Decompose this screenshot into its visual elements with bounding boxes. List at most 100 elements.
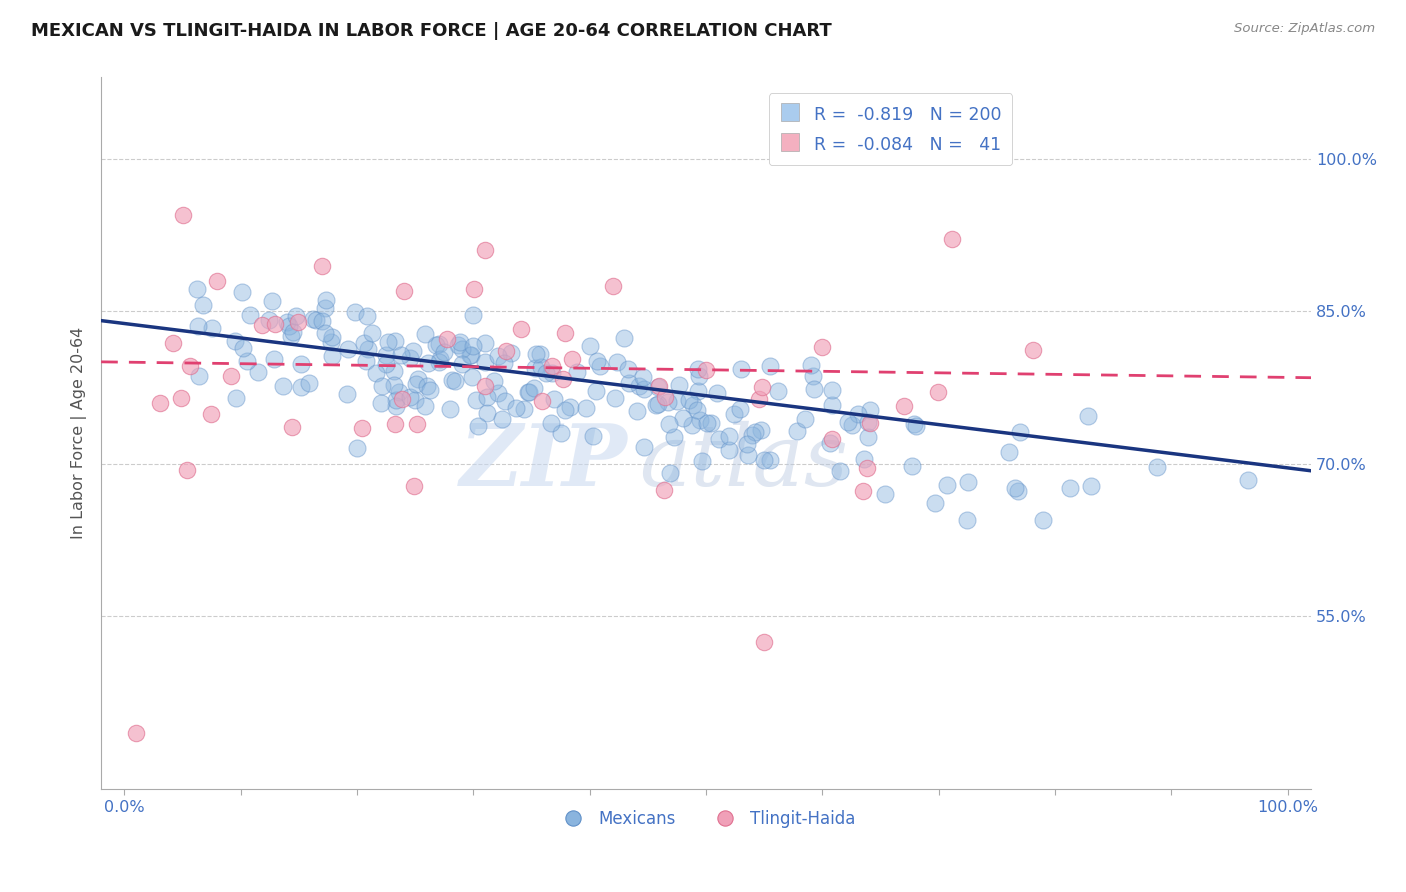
Point: [686, 403, 709, 417]
Point: [427, 336, 450, 351]
Point: [644, 398, 666, 412]
Point: [391, 392, 413, 406]
Point: [239, 308, 262, 322]
Point: [357, 342, 380, 356]
Point: [617, 362, 640, 376]
Point: [346, 441, 368, 455]
Point: [405, 376, 427, 391]
Point: [172, 208, 194, 222]
Point: [290, 357, 312, 371]
Point: [665, 393, 688, 408]
Point: [475, 390, 498, 404]
Y-axis label: In Labor Force | Age 20-64: In Labor Force | Age 20-64: [72, 327, 87, 540]
Point: [786, 424, 808, 438]
Point: [439, 402, 461, 417]
Point: [846, 407, 869, 421]
Point: [499, 346, 522, 360]
Point: [730, 362, 752, 376]
Point: [901, 459, 924, 474]
Point: [956, 475, 979, 489]
Point: [336, 387, 359, 401]
Point: [451, 342, 474, 356]
Point: [905, 419, 928, 434]
Point: [657, 395, 679, 409]
Point: [425, 338, 447, 352]
Point: [588, 359, 610, 374]
Point: [263, 351, 285, 366]
Point: [460, 370, 482, 384]
Point: [162, 335, 184, 350]
Point: [529, 346, 551, 360]
Point: [399, 351, 422, 366]
Point: [688, 362, 710, 376]
Point: [841, 417, 863, 432]
Point: [626, 403, 648, 417]
Point: [613, 330, 636, 344]
Point: [474, 244, 496, 258]
Point: [585, 384, 607, 398]
Point: [903, 417, 925, 431]
Point: [718, 429, 741, 443]
Point: [277, 319, 299, 334]
Point: [664, 430, 686, 444]
Point: [311, 314, 333, 328]
Point: [187, 319, 209, 334]
Point: [370, 396, 392, 410]
Point: [443, 374, 465, 388]
Point: [529, 359, 551, 374]
Point: [353, 336, 375, 351]
Point: [837, 415, 859, 429]
Point: [821, 383, 844, 397]
Point: [382, 377, 405, 392]
Point: [413, 399, 436, 413]
Point: [463, 308, 485, 322]
Point: [1236, 473, 1258, 487]
Point: [582, 429, 605, 443]
Point: [398, 390, 420, 404]
Point: [859, 416, 882, 430]
Point: [654, 390, 676, 404]
Point: [188, 368, 211, 383]
Point: [231, 285, 253, 299]
Point: [440, 373, 463, 387]
Point: [998, 444, 1021, 458]
Point: [354, 354, 377, 368]
Point: [794, 411, 817, 425]
Point: [477, 406, 499, 420]
Point: [375, 357, 398, 371]
Legend: Mexicans, Tlingit-Haida: Mexicans, Tlingit-Haida: [550, 803, 862, 834]
Text: ZIP: ZIP: [460, 420, 627, 504]
Point: [315, 293, 337, 308]
Point: [821, 399, 844, 413]
Point: [1007, 484, 1029, 499]
Point: [224, 334, 246, 348]
Point: [678, 392, 700, 407]
Point: [436, 332, 458, 346]
Point: [517, 385, 540, 400]
Point: [1059, 481, 1081, 495]
Point: [276, 316, 298, 330]
Point: [467, 418, 489, 433]
Point: [754, 453, 776, 467]
Point: [336, 343, 359, 357]
Point: [560, 401, 582, 415]
Point: [321, 349, 343, 363]
Point: [517, 385, 540, 400]
Point: [540, 416, 562, 430]
Point: [385, 399, 408, 413]
Point: [465, 392, 488, 407]
Point: [531, 394, 554, 409]
Point: [682, 398, 704, 412]
Point: [652, 483, 675, 498]
Point: [287, 315, 309, 329]
Point: [695, 363, 717, 377]
Point: [433, 344, 456, 359]
Point: [856, 461, 879, 475]
Point: [505, 401, 527, 415]
Text: Source: ZipAtlas.com: Source: ZipAtlas.com: [1234, 22, 1375, 36]
Point: [321, 330, 343, 344]
Point: [668, 378, 690, 392]
Point: [449, 335, 471, 350]
Point: [818, 436, 841, 450]
Point: [458, 349, 481, 363]
